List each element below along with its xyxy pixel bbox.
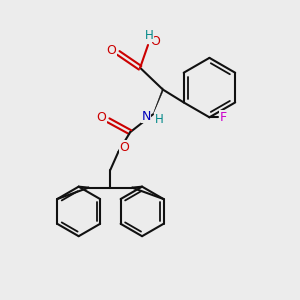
Text: H: H (145, 28, 153, 42)
Text: N: N (141, 110, 151, 123)
Text: O: O (97, 111, 106, 124)
Polygon shape (153, 88, 163, 114)
Text: O: O (106, 44, 116, 57)
Text: F: F (220, 111, 227, 124)
Text: O: O (119, 140, 129, 154)
Text: O: O (150, 34, 160, 47)
Text: H: H (154, 113, 163, 126)
